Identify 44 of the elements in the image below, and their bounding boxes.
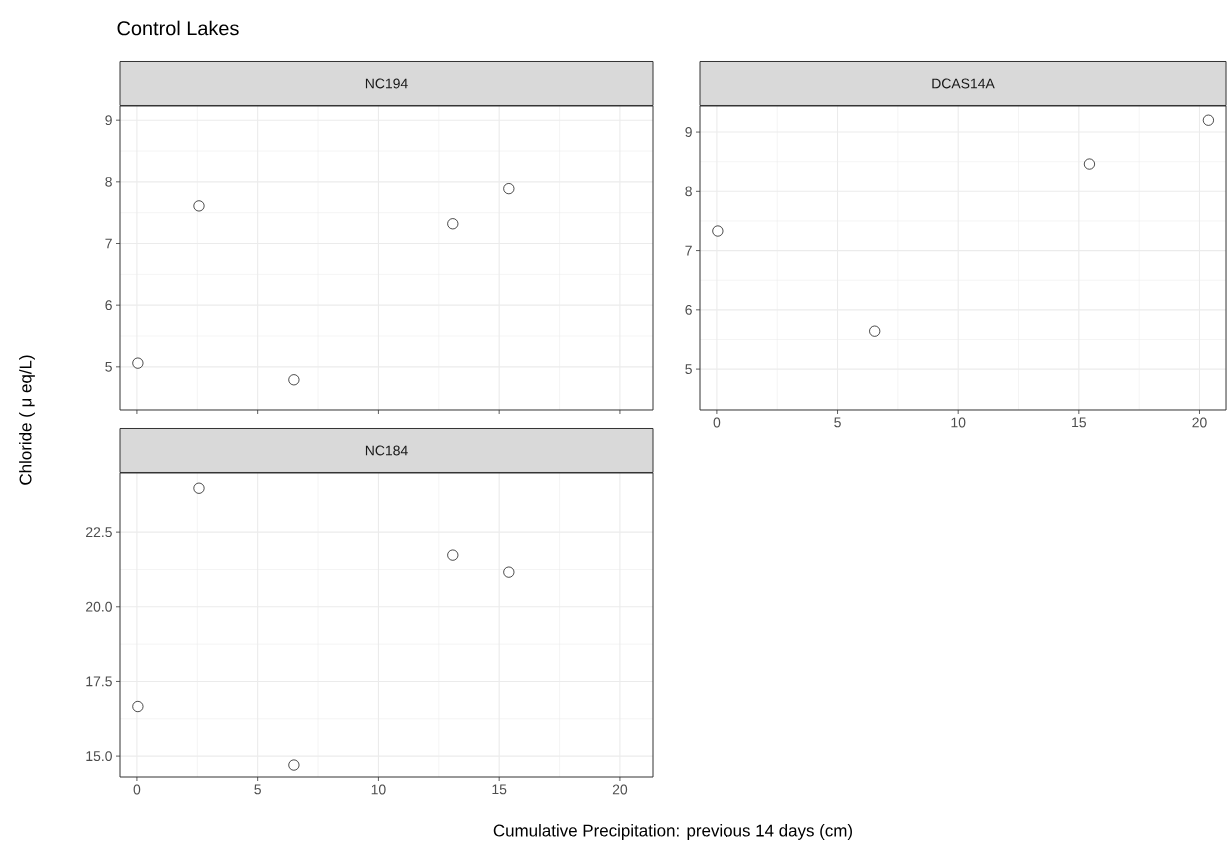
point (132, 700, 144, 713)
y-tick-label: 8 (105, 176, 112, 187)
point (288, 374, 300, 386)
x-tick-label: 10 (951, 417, 966, 428)
chart-title: DCAS14A (932, 78, 995, 89)
point (193, 482, 205, 494)
chart-title: NC194 (365, 78, 408, 89)
point (1202, 114, 1214, 126)
y-tick-label: 5 (685, 364, 692, 374)
x-tick-label: 20 (1192, 417, 1207, 428)
y-tick-label: 17.5 (86, 676, 112, 687)
point (447, 549, 459, 561)
x-tick-label: 15 (1072, 417, 1086, 428)
y-axis-title: Chloride ( μ eq/L) (19, 355, 35, 485)
text: Control Lakes (117, 20, 239, 36)
point (288, 759, 300, 771)
y-tick-label: 7 (685, 245, 692, 256)
y-tick-label: 8 (685, 186, 692, 197)
y-tick-label: 20.0 (86, 601, 112, 612)
y-tick-label: 15.0 (86, 751, 112, 762)
point (712, 225, 724, 237)
y-tick-label: 6 (685, 304, 692, 315)
y-tick-label: 22.5 (86, 527, 112, 538)
x-axis-title: Cumulative Precipitation: previous 14 days (cm) (493, 824, 852, 840)
point (132, 357, 144, 369)
y-tick-label: 6 (105, 300, 112, 311)
chart-title: NC184 (365, 445, 408, 456)
point (503, 183, 515, 195)
point (503, 566, 515, 578)
x-tick-label: 15 (492, 784, 507, 795)
x-tick-label: 5 (254, 784, 261, 795)
x-tick-label: 20 (612, 784, 628, 795)
point (1083, 158, 1095, 170)
x-tick-label: 5 (834, 417, 841, 428)
point (447, 218, 459, 230)
y-tick-label: 9 (685, 127, 692, 137)
x-tick-label: 0 (133, 784, 141, 795)
point (869, 325, 881, 337)
x-tick-label: 10 (371, 784, 386, 795)
x-tick-label: 0 (713, 417, 721, 428)
y-tick-label: 5 (105, 361, 112, 372)
point (193, 200, 205, 212)
y-tick-label: 9 (105, 115, 112, 126)
y-tick-label: 7 (105, 238, 112, 249)
